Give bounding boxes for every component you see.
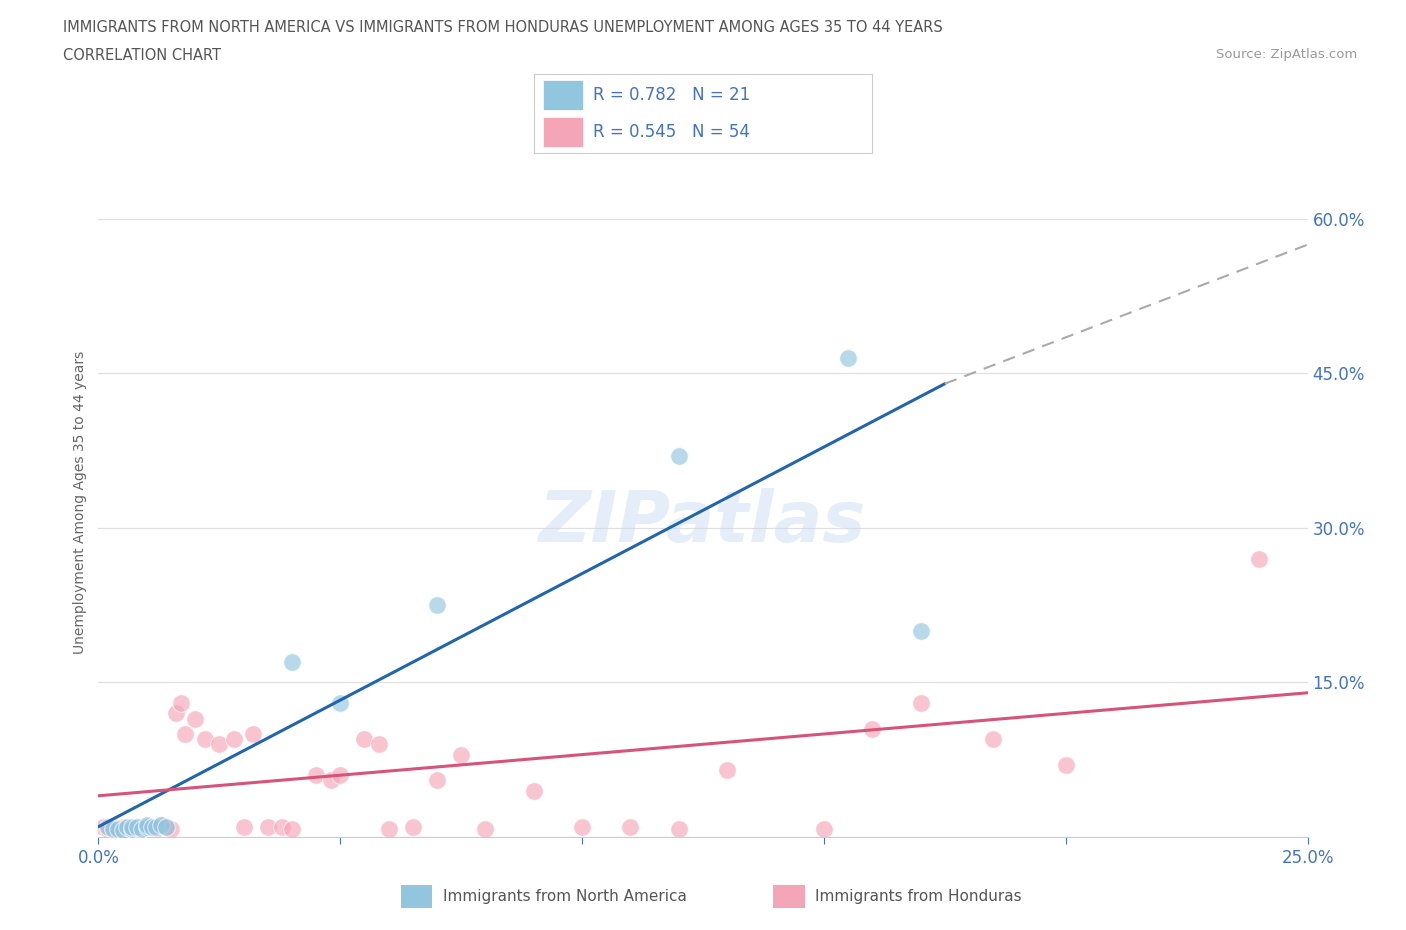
Point [135,821,157,836]
Point [127,821,149,836]
Point [117,822,139,837]
Point [910,623,932,638]
Point [208,737,231,751]
Point [141,819,163,834]
Point [155,819,177,834]
Point [1249,551,1271,566]
Point [121,821,143,836]
Point [97,819,120,834]
Point [127,819,149,834]
Point [150,817,173,832]
Point [111,819,134,834]
Point [131,822,153,837]
Point [571,819,593,834]
Text: Immigrants from North America: Immigrants from North America [443,889,686,904]
Point [121,821,143,836]
Point [426,773,449,788]
Bar [773,884,806,909]
Text: Immigrants from Honduras: Immigrants from Honduras [815,889,1022,904]
Point [353,732,375,747]
Point [402,819,425,834]
Point [426,598,449,613]
Point [668,448,690,463]
Text: ZIPatlas: ZIPatlas [540,488,866,557]
Point [127,819,149,834]
Point [281,821,304,836]
Bar [401,884,433,909]
Point [135,819,157,834]
Point [121,819,143,834]
Y-axis label: Unemployment Among Ages 35 to 44 years: Unemployment Among Ages 35 to 44 years [73,351,87,654]
Point [160,821,183,836]
Point [981,732,1004,747]
Point [169,696,191,711]
Point [813,821,835,836]
Point [135,819,157,834]
Point [305,768,328,783]
Point [184,711,207,726]
Point [222,732,245,747]
Point [194,732,217,747]
Point [232,819,254,834]
Point [174,726,197,741]
Point [474,821,496,836]
Point [111,822,134,837]
Point [910,696,932,711]
Text: IMMIGRANTS FROM NORTH AMERICA VS IMMIGRANTS FROM HONDURAS UNEMPLOYMENT AMONG AGE: IMMIGRANTS FROM NORTH AMERICA VS IMMIGRA… [63,20,943,35]
Point [716,763,738,777]
Point [368,737,391,751]
Point [329,768,352,783]
Text: Source: ZipAtlas.com: Source: ZipAtlas.com [1216,48,1357,61]
Point [117,819,139,834]
Point [101,819,124,834]
Point [101,821,124,836]
Point [131,819,153,834]
Point [271,819,294,834]
Point [97,821,120,836]
Point [111,821,134,836]
Text: CORRELATION CHART: CORRELATION CHART [63,48,221,63]
Point [860,722,883,737]
Point [668,821,690,836]
Point [91,819,114,834]
Text: R = 0.545   N = 54: R = 0.545 N = 54 [593,123,751,141]
Point [165,706,187,721]
Point [131,821,153,836]
Point [281,655,304,670]
Point [256,819,278,834]
Point [319,773,342,788]
Text: R = 0.782   N = 21: R = 0.782 N = 21 [593,86,751,104]
Bar [543,80,583,110]
Point [145,821,167,836]
Point [377,821,399,836]
Point [141,819,163,834]
Point [117,819,139,834]
Point [837,351,859,365]
Point [107,821,129,836]
Point [523,783,546,798]
Point [619,819,641,834]
Point [155,819,177,834]
Point [450,747,472,762]
Point [101,821,124,836]
Point [135,817,157,832]
Point [242,726,264,741]
Point [329,696,352,711]
Point [150,817,173,832]
Bar [543,117,583,147]
Point [1054,757,1077,772]
Point [107,822,129,837]
Point [145,819,167,834]
